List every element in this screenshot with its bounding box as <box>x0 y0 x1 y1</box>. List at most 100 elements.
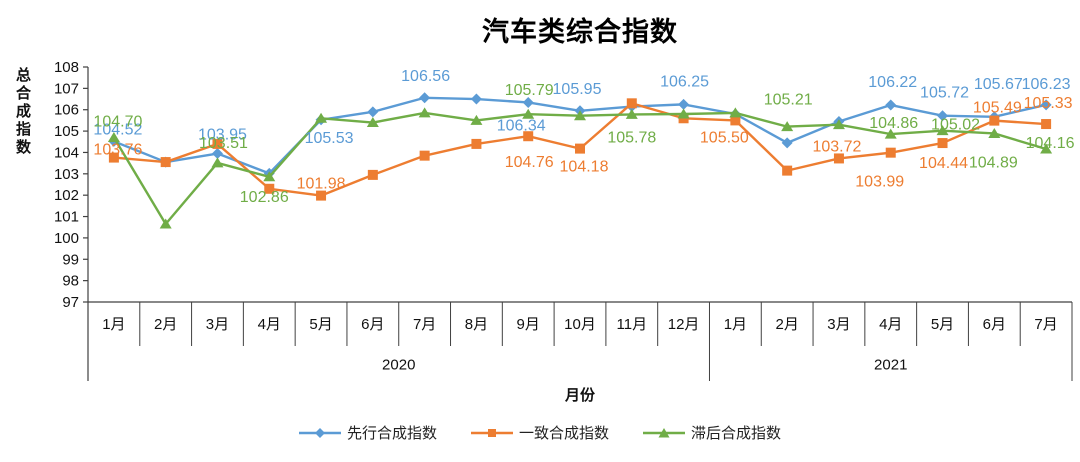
data-label: 104.86 <box>869 115 918 132</box>
data-label: 105.67 <box>974 76 1023 93</box>
data-label: 104.44 <box>919 155 968 172</box>
data-label: 106.56 <box>401 68 450 85</box>
data-label: 105.78 <box>607 129 656 146</box>
year-group-label: 2021 <box>874 357 907 374</box>
legend-item-2: 滞后合成指数 <box>643 422 781 443</box>
x-tick-label: 4月 <box>879 316 902 333</box>
data-label: 103.51 <box>199 135 248 152</box>
x-tick-label: 8月 <box>465 316 488 333</box>
data-label: 105.49 <box>973 100 1022 117</box>
data-label: 104.52 <box>93 121 142 138</box>
data-point-triangle <box>832 119 845 130</box>
x-tick-label: 6月 <box>361 316 384 333</box>
data-point-square <box>264 183 275 194</box>
data-point-diamond <box>937 110 949 122</box>
data-point-diamond <box>522 96 534 108</box>
data-point-triangle <box>159 218 172 229</box>
data-label: 105.02 <box>931 117 980 134</box>
data-label: 105.21 <box>764 92 813 109</box>
data-point-diamond <box>1040 99 1052 111</box>
data-point-triangle <box>211 157 224 168</box>
legend-marker-square-icon <box>470 428 513 437</box>
data-point-square <box>419 150 430 161</box>
data-point-diamond <box>678 98 690 110</box>
y-tick-label: 100 <box>54 230 79 247</box>
data-label: 104.16 <box>1026 135 1075 152</box>
data-label: 106.34 <box>497 117 546 134</box>
y-tick-label: 97 <box>62 294 79 311</box>
data-point-triangle <box>1040 143 1053 154</box>
data-point-diamond <box>781 137 793 149</box>
y-axis-title: 总合成指数 <box>14 67 31 157</box>
x-tick-label: 3月 <box>206 316 229 333</box>
data-label: 105.79 <box>505 82 554 99</box>
y-tick-label: 101 <box>54 209 79 226</box>
data-point-triangle <box>574 110 586 121</box>
data-point-triangle <box>263 171 276 182</box>
data-point-square <box>885 147 896 158</box>
legend-marker-diamond-icon <box>298 427 341 438</box>
data-label: 106.25 <box>660 73 709 90</box>
data-point-square <box>730 115 741 126</box>
x-tick-label: 4月 <box>258 316 281 333</box>
data-label: 106.23 <box>1022 76 1071 93</box>
data-point-triangle <box>677 108 690 119</box>
year-group-label: 2020 <box>382 357 415 374</box>
data-point-triangle <box>522 108 535 119</box>
x-tick-label: 9月 <box>517 316 540 333</box>
x-tick-label: 6月 <box>983 316 1006 333</box>
data-point-square <box>833 153 844 164</box>
data-point-square <box>782 165 793 176</box>
x-axis-title: 月份 <box>564 387 595 404</box>
data-point-triangle <box>107 132 120 142</box>
y-tick-label: 105 <box>54 123 79 140</box>
data-point-triangle <box>625 108 638 119</box>
data-label: 103.95 <box>198 127 247 144</box>
data-label: 105.50 <box>700 129 749 146</box>
y-tick-label: 98 <box>62 273 79 290</box>
data-point-square <box>575 143 585 154</box>
data-point-diamond <box>470 93 482 105</box>
legend: 先行合成指数 一致合成指数 滞后合成指数 <box>0 422 1080 443</box>
x-tick-label: 2月 <box>775 316 798 333</box>
data-point-square <box>367 169 378 180</box>
x-tick-label: 5月 <box>309 316 332 333</box>
data-point-diamond <box>211 148 223 160</box>
data-label: 104.76 <box>505 154 554 171</box>
y-tick-label: 104 <box>54 144 79 161</box>
data-point-triangle <box>366 117 379 128</box>
data-label: 104.70 <box>93 114 142 131</box>
data-point-triangle <box>988 127 1001 138</box>
x-tick-label: 3月 <box>827 316 850 333</box>
data-label: 104.89 <box>969 154 1018 171</box>
data-point-square <box>108 152 119 163</box>
x-tick-label: 12月 <box>668 316 700 333</box>
y-tick-label: 102 <box>54 187 79 204</box>
data-point-triangle <box>315 112 328 123</box>
legend-item-1: 一致合成指数 <box>470 422 609 443</box>
x-tick-label: 11月 <box>617 316 648 333</box>
data-point-square <box>989 115 1000 126</box>
data-label: 101.98 <box>297 176 346 193</box>
x-tick-label: 1月 <box>724 316 747 333</box>
data-point-square <box>1041 119 1052 130</box>
y-tick-label: 103 <box>54 166 79 183</box>
data-point-diamond <box>419 92 431 104</box>
data-label: 103.72 <box>812 138 861 155</box>
legend-item-0: 先行合成指数 <box>298 422 437 443</box>
data-point-triangle <box>884 128 897 139</box>
data-point-square <box>212 138 223 149</box>
data-point-square <box>626 98 637 109</box>
data-label: 103.99 <box>855 174 904 191</box>
x-tick-label: 5月 <box>931 316 954 333</box>
data-point-square <box>160 157 171 168</box>
data-label: 105.95 <box>553 81 602 98</box>
data-point-square <box>316 190 327 201</box>
data-point-triangle <box>936 125 949 136</box>
data-point-square <box>471 138 482 149</box>
data-point-triangle <box>418 107 431 118</box>
data-point-diamond <box>885 99 897 111</box>
data-point-square <box>937 138 948 149</box>
x-tick-label: 7月 <box>1034 316 1057 333</box>
